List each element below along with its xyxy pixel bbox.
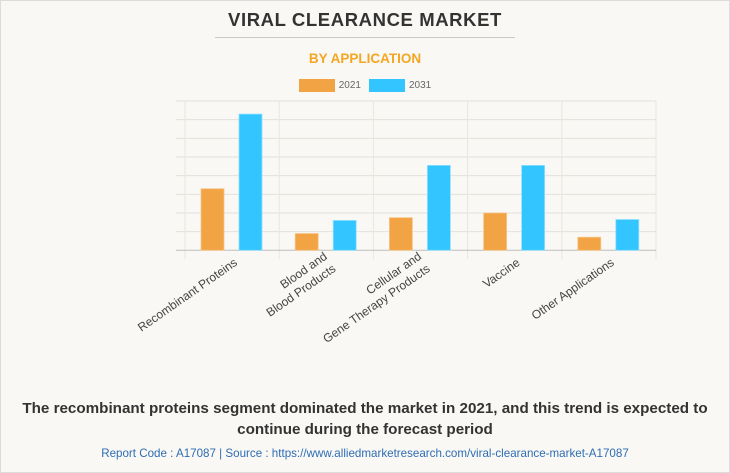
x-tick-label: Gene Therapy Products xyxy=(320,261,432,345)
legend-label-2031: 2031 xyxy=(409,80,432,91)
bar-2031-1[interactable] xyxy=(332,220,357,251)
legend: 2021 2031 xyxy=(0,79,730,92)
bar-2021-1[interactable] xyxy=(294,233,319,251)
chart-title: VIRAL CLEARANCE MARKET xyxy=(228,9,502,30)
title-divider xyxy=(215,37,515,38)
x-tick-label: Vaccine xyxy=(480,255,523,291)
bar-2031-4[interactable] xyxy=(615,219,640,251)
legend-swatch-2021 xyxy=(298,79,335,92)
bar-2021-3[interactable] xyxy=(483,212,508,251)
legend-item-2031[interactable]: 2031 xyxy=(369,79,431,92)
x-tick-label-group: Recombinant Proteins xyxy=(135,255,240,334)
source-link[interactable]: Report Code : A17087 | Source : https://… xyxy=(101,447,629,460)
legend-item-2021[interactable]: 2021 xyxy=(298,79,361,92)
x-tick-label: Recombinant Proteins xyxy=(135,255,240,334)
summary-text: The recombinant proteins segment dominat… xyxy=(22,400,708,438)
bar-2021-4[interactable] xyxy=(577,236,602,251)
bar-2021-2[interactable] xyxy=(388,217,413,251)
x-tick-label-group: Other Applications xyxy=(529,255,617,322)
bar-2021-0[interactable] xyxy=(200,188,225,251)
legend-label-2021: 2021 xyxy=(338,80,361,91)
bar-2031-3[interactable] xyxy=(521,164,545,251)
x-tick-label-group: Vaccine xyxy=(480,255,523,291)
bar-2031-2[interactable] xyxy=(426,164,451,251)
x-tick-label: Other Applications xyxy=(529,255,617,322)
legend-swatch-2031 xyxy=(369,79,405,92)
bar-2031-0[interactable] xyxy=(238,113,263,251)
chart-subtitle: BY APPLICATION xyxy=(308,51,422,66)
